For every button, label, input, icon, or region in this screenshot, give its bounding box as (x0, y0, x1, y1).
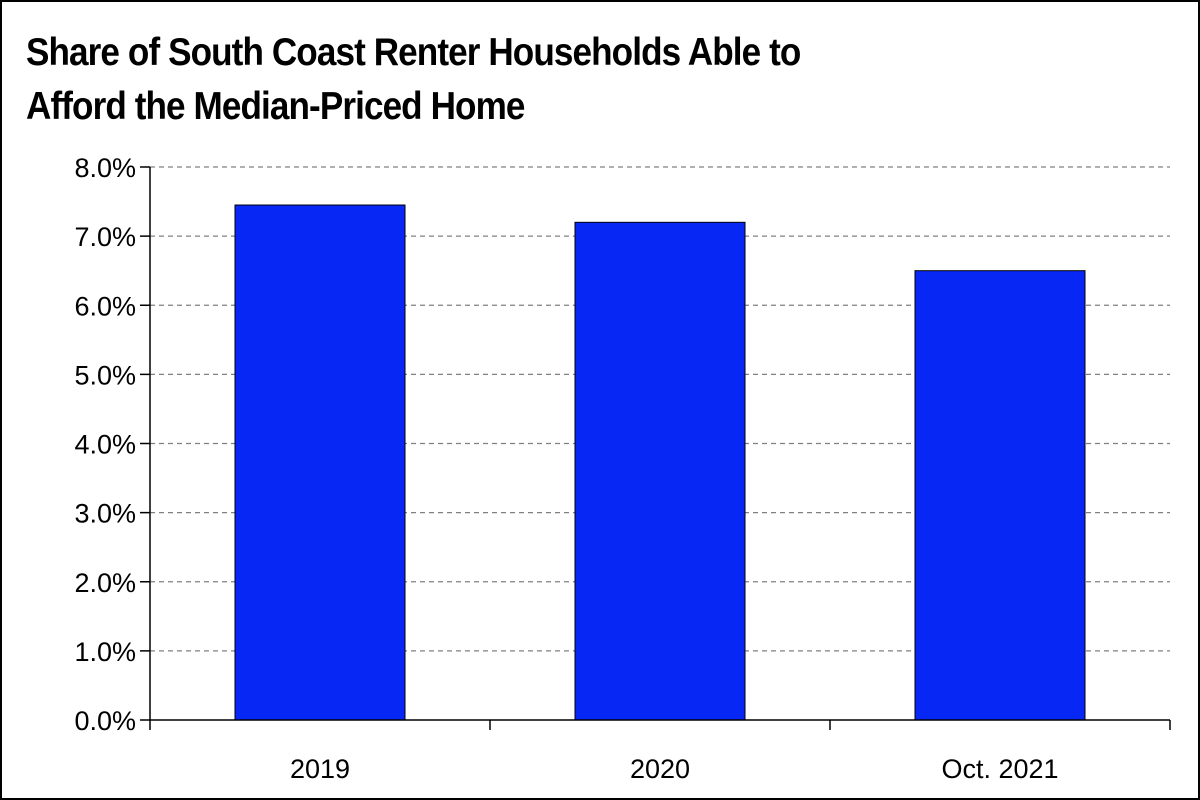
axes (140, 166, 1171, 730)
x-tick-label: Oct. 2021 (941, 754, 1058, 784)
y-tick-label: 1.0% (74, 637, 136, 667)
chart-title-line-1: Share of South Coast Renter Households A… (26, 31, 801, 74)
y-axis-tick-labels: 0.0% 1.0% 2.0% 3.0% 4.0% 5.0% 6.0% 7.0% 8.0% (74, 153, 136, 736)
y-tick-label: 5.0% (74, 360, 136, 390)
y-tick-label: 8.0% (74, 153, 136, 183)
bar-oct-2021 (914, 270, 1086, 721)
y-tick-label: 0.0% (74, 706, 136, 736)
y-tick-label: 2.0% (74, 568, 136, 598)
y-tick-label: 7.0% (74, 222, 136, 252)
x-axis-tick-labels: 2019 2020 Oct. 2021 (290, 754, 1059, 784)
y-tick-label: 3.0% (74, 499, 136, 529)
bar-2019 (234, 204, 406, 721)
chart-title-line-2: Afford the Median-Priced Home (26, 85, 525, 128)
y-tick-label: 4.0% (74, 430, 136, 460)
x-tick-label: 2019 (290, 754, 350, 784)
y-tick-label: 6.0% (74, 291, 136, 321)
chart-title: Share of South Coast Renter Households A… (26, 26, 1016, 134)
bars (234, 204, 1086, 721)
x-tick-label: 2020 (630, 754, 690, 784)
bar-2020 (574, 221, 746, 721)
